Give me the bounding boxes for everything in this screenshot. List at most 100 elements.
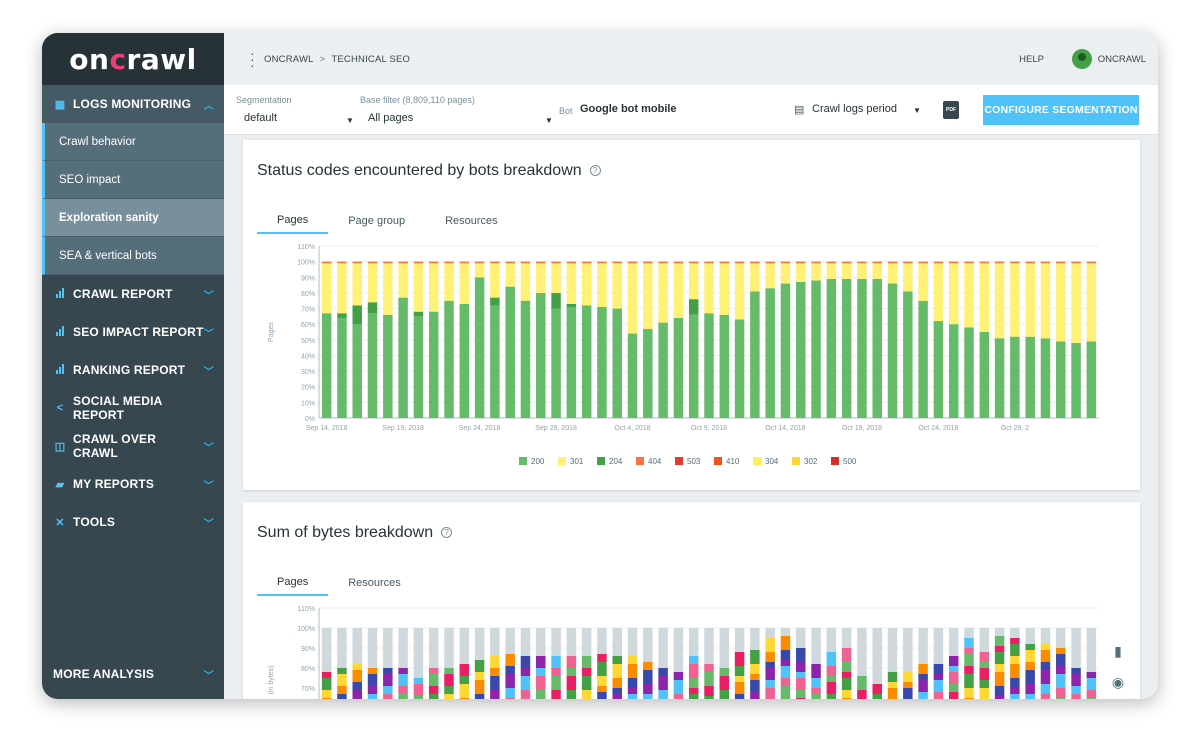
bar-segment (826, 694, 837, 699)
bar-204 (367, 302, 378, 314)
bar-204 (337, 313, 347, 318)
legend-label: 503 (687, 457, 701, 466)
bar-segment (612, 694, 622, 699)
bar-segment (903, 688, 913, 699)
bar-remainder (979, 628, 990, 652)
nav-seo-impact-report[interactable]: SEO IMPACT REPORT ﹀ (42, 313, 224, 351)
configure-segmentation-button[interactable]: CONFIGURE SEGMENTATION (983, 95, 1139, 125)
base-filter-select[interactable]: All pages (368, 112, 414, 124)
bar-segment (1056, 654, 1066, 666)
segmentation-label: Segmentation (236, 95, 292, 105)
crawl-logs-period-select[interactable]: Crawl logs period (812, 103, 897, 115)
bar-remainder (918, 628, 928, 664)
bar-segment (826, 652, 837, 666)
bar-remainder (505, 628, 515, 654)
bar-remainder (643, 628, 653, 662)
help-link[interactable]: HELP (1019, 53, 1044, 65)
y-tick-label: 70% (301, 307, 315, 314)
y-tick-label: 80% (301, 291, 315, 298)
y-tick-label: 100% (297, 260, 315, 267)
nav-crawl-report[interactable]: CRAWL REPORT ﹀ (42, 275, 224, 313)
bar-remainder (597, 628, 607, 654)
bar-301 (780, 263, 791, 284)
nav-social-media-report[interactable]: < SOCIAL MEDIA REPORT (42, 389, 224, 427)
bar-segment (459, 664, 470, 676)
bar-chart-icon[interactable]: ▮ (1114, 643, 1122, 659)
bar-segment (1010, 678, 1020, 688)
bar-segment (398, 694, 408, 699)
sidebar-item-label: SEA & vertical bots (59, 249, 157, 262)
bar-segment (857, 690, 867, 699)
sidebar-item-exploration-sanity[interactable]: Exploration sanity (42, 199, 224, 237)
bar-segment (948, 684, 959, 692)
tab-page-group[interactable]: Page group (348, 215, 406, 227)
sidebar-item-seo-impact[interactable]: SEO impact (42, 161, 224, 199)
nav-crawl-over-crawl[interactable]: ◫ CRAWL OVER CRAWL ﹀ (42, 427, 224, 465)
tab-pages[interactable]: Pages (257, 208, 329, 234)
tab-pages[interactable]: Pages (257, 570, 329, 596)
nav-ranking-report[interactable]: RANKING REPORT ﹀ (42, 351, 224, 389)
bar-remainder (780, 628, 791, 636)
user-menu[interactable]: ONCRAWL (1071, 49, 1146, 69)
bar-404 (551, 261, 561, 264)
bar-segment (1040, 694, 1051, 699)
bar-301 (321, 263, 332, 314)
caret-down-icon[interactable]: ▼ (545, 116, 553, 125)
segmentation-select[interactable]: default (244, 112, 278, 124)
bar-remainder (857, 628, 867, 676)
sidebar-item-sea-vertical-bots[interactable]: SEA & vertical bots (42, 237, 224, 275)
bar-200 (887, 283, 898, 418)
bar-200 (811, 280, 821, 418)
pdf-export-icon[interactable]: PDF (943, 101, 959, 119)
bar-segment (444, 686, 454, 694)
bar-301 (750, 263, 760, 292)
sidebar-item-crawl-behavior[interactable]: Crawl behavior (42, 123, 224, 161)
bar-remainder (413, 628, 424, 678)
bar-segment (536, 676, 546, 690)
bar-301 (887, 263, 898, 284)
tab-resources[interactable]: Resources (348, 577, 401, 589)
eye-icon[interactable]: ◉ (1111, 674, 1125, 690)
bar-segment (383, 668, 393, 674)
bar-segment (337, 668, 347, 674)
breadcrumb-root[interactable]: ONCRAWL (264, 53, 314, 65)
bar-301 (612, 263, 622, 309)
y-tick-label: 30% (301, 369, 315, 376)
bar-segment (704, 672, 714, 686)
bot-select[interactable]: Google bot mobile (580, 103, 677, 115)
help-icon[interactable]: ? (589, 165, 601, 176)
bar-segment (612, 664, 622, 678)
status-codes-tabs: Pages Page group Resources (257, 208, 518, 234)
nav-logs-monitoring[interactable]: ▦ LOGS MONITORING ︿ (42, 85, 224, 123)
bar-segment (1010, 644, 1020, 656)
caret-down-icon[interactable]: ▼ (913, 106, 921, 115)
bar-segment (979, 662, 990, 668)
bar-segment (811, 678, 821, 688)
bar-remainder (994, 628, 1005, 636)
nav-my-reports[interactable]: ▰ MY REPORTS ﹀ (42, 465, 224, 503)
bar-301 (964, 263, 974, 328)
bar-remainder (765, 628, 775, 638)
logo[interactable]: oncrawl (42, 33, 224, 85)
nav-more-analysis[interactable]: MORE ANALYSIS ﹀ (42, 655, 224, 693)
kebab-menu-icon[interactable]: · · · (250, 45, 255, 73)
bar-segment (490, 668, 500, 676)
bar-301 (1056, 263, 1066, 342)
bar-segment (1086, 698, 1097, 699)
bar-200 (536, 292, 546, 418)
bar-segment (948, 672, 959, 684)
caret-down-icon[interactable]: ▼ (346, 116, 354, 125)
bar-remainder (1071, 628, 1081, 668)
help-icon[interactable]: ? (441, 527, 453, 538)
bar-segment (367, 668, 378, 674)
chevron-right-icon: > (319, 53, 326, 65)
bar-301 (413, 263, 424, 312)
bar-200 (444, 300, 454, 418)
bar-segment (627, 688, 638, 694)
bar-200 (994, 338, 1005, 418)
nav-tools[interactable]: ✕ TOOLS ﹀ (42, 503, 224, 541)
y-tick-label: 40% (301, 353, 315, 360)
x-tick-label: Oct 19, 2018 (842, 425, 882, 432)
bar-segment (780, 678, 791, 686)
tab-resources[interactable]: Resources (445, 215, 498, 227)
